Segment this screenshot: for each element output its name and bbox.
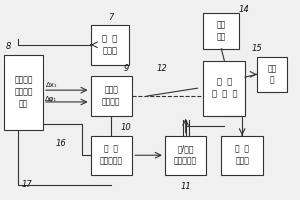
FancyBboxPatch shape — [203, 13, 239, 49]
FancyBboxPatch shape — [91, 136, 132, 175]
Text: 12: 12 — [157, 64, 167, 73]
Text: 9: 9 — [124, 64, 129, 73]
FancyBboxPatch shape — [203, 61, 245, 116]
FancyBboxPatch shape — [257, 57, 287, 92]
Text: 电  子
计  算  机: 电 子 计 算 机 — [212, 78, 237, 99]
Text: Δx₁: Δx₁ — [46, 82, 57, 88]
Text: 外存
贮器: 外存 贮器 — [217, 21, 226, 41]
Text: 四  路
幅相接收机: 四 路 幅相接收机 — [100, 145, 123, 166]
Text: 7: 7 — [109, 13, 114, 22]
Text: 微波照射
与信息检
测器: 微波照射 与信息检 测器 — [14, 76, 33, 108]
Text: 15: 15 — [252, 44, 262, 53]
Text: 10: 10 — [121, 123, 132, 132]
Text: 模/数转
换器、接口: 模/数转 换器、接口 — [174, 145, 197, 166]
Text: 图  像
显示器: 图 像 显示器 — [235, 145, 249, 166]
Text: 14: 14 — [238, 5, 249, 14]
FancyBboxPatch shape — [91, 25, 129, 64]
Text: 16: 16 — [56, 139, 66, 148]
Text: 11: 11 — [180, 182, 191, 191]
Text: Δφ₁: Δφ₁ — [45, 96, 57, 102]
FancyBboxPatch shape — [165, 136, 206, 175]
Text: 17: 17 — [21, 180, 32, 189]
FancyBboxPatch shape — [221, 136, 263, 175]
FancyBboxPatch shape — [91, 76, 132, 116]
Text: 微  波
信号源: 微 波 信号源 — [102, 34, 118, 55]
Text: 扫描与
旋转机构: 扫描与 旋转机构 — [102, 86, 121, 106]
Text: 打印
机: 打印 机 — [267, 64, 277, 85]
Text: 8: 8 — [6, 42, 11, 51]
FancyBboxPatch shape — [4, 55, 43, 130]
